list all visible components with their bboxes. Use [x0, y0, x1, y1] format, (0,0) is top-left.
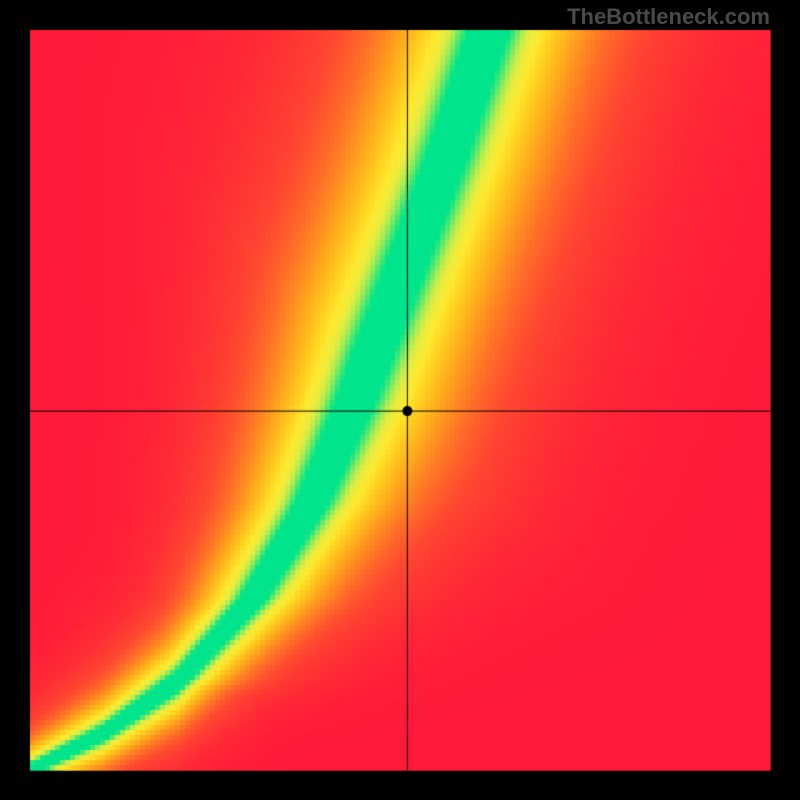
watermark-text: TheBottleneck.com: [567, 4, 770, 30]
bottleneck-heatmap: [0, 0, 800, 800]
